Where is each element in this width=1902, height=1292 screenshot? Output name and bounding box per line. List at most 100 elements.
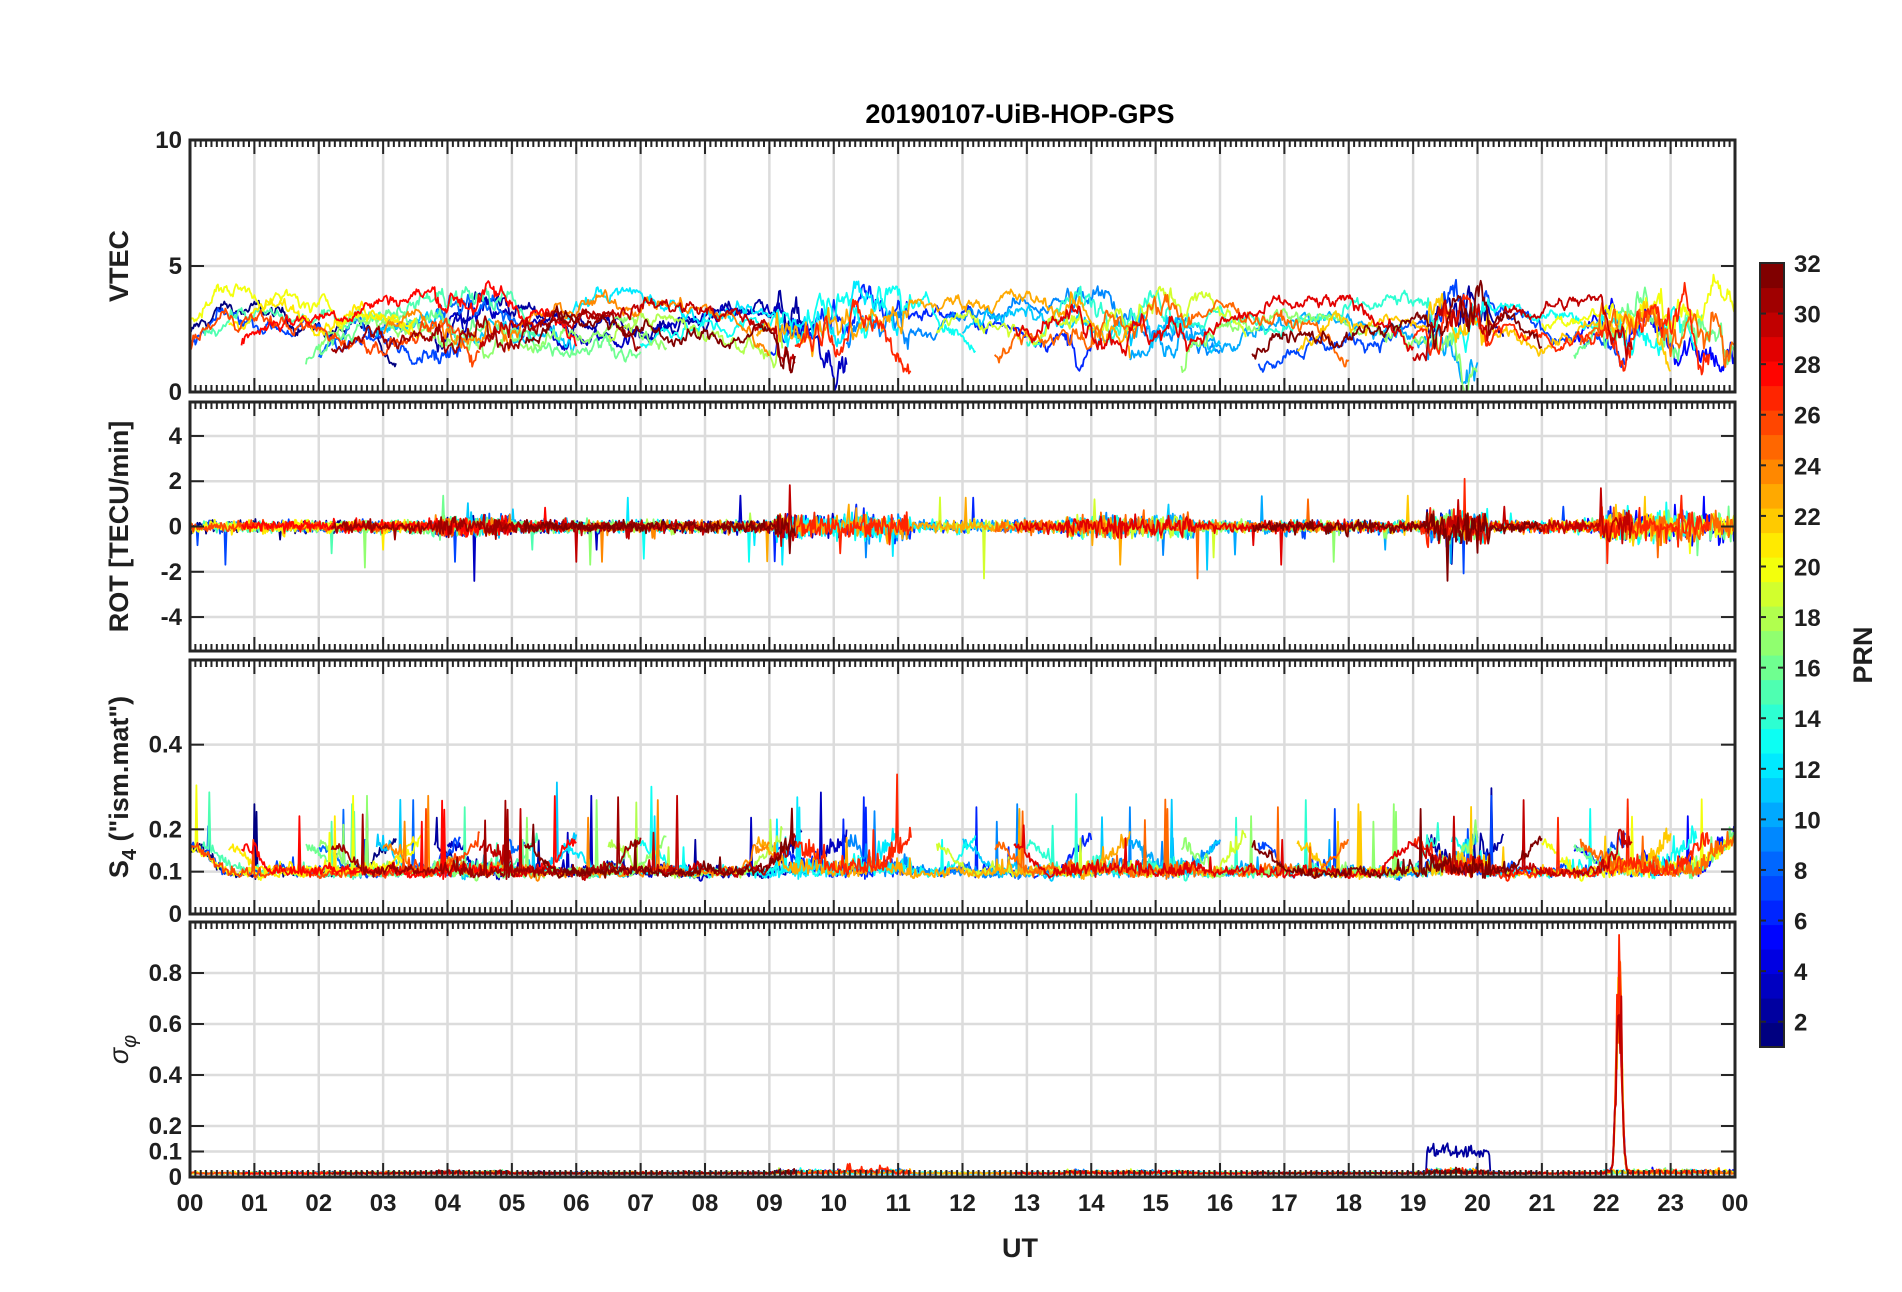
x-tick-label: 21 (1529, 1190, 1556, 1217)
panel-s4: 0 0.1 0.2 0.4 S4 ("ism.mat") (104, 658, 1737, 928)
colorbar-swatch (1760, 826, 1784, 852)
y-axis-label: σφ (104, 1035, 141, 1064)
y-axis-label-main: S (104, 860, 134, 878)
x-tick-label: 08 (692, 1190, 719, 1217)
x-tick-label: 03 (370, 1190, 397, 1217)
x-tick-label: 00 (1722, 1190, 1749, 1217)
series-line-prn-32 (524, 1168, 796, 1175)
y-axis-label: S4 ("ism.mat") (104, 696, 141, 878)
y-tick-label: 0 (169, 379, 182, 406)
y-tick-label: -2 (161, 559, 182, 586)
panel-vtec: 0 5 10 VTEC (104, 127, 1737, 406)
colorbar-swatch (1760, 263, 1784, 289)
colorbar-swatch (1760, 385, 1784, 411)
colorbar-swatch (1760, 753, 1784, 779)
colorbar-swatch (1760, 483, 1784, 509)
series-line-prn-31 (330, 796, 642, 880)
panel-rot: -4 -2 0 2 4 ROT [TECU/min] (104, 400, 1737, 653)
series-line-prn-25 (1579, 830, 1735, 877)
colorbar-swatch (1760, 704, 1784, 730)
colorbar-swatch (1760, 679, 1784, 705)
x-tick-label: 15 (1142, 1190, 1169, 1217)
panel-sigma: 00.10.2 0.4 0.6 0.8 σφ (104, 920, 1737, 1191)
colorbar-tick-label: 24 (1794, 453, 1821, 480)
x-tick-label: 12 (949, 1190, 976, 1217)
series-line-prn-13 (1450, 298, 1698, 357)
colorbar-swatch (1760, 924, 1784, 950)
x-tick-label: 10 (820, 1190, 847, 1217)
series-line-prn-24 (382, 289, 770, 357)
x-tick-label: 19 (1400, 1190, 1427, 1217)
colorbar-swatch (1760, 459, 1784, 485)
series-line-prn-32 (1251, 808, 1543, 879)
y-tick-label: 4 (169, 423, 183, 450)
colorbar-tick-label: 10 (1794, 807, 1821, 834)
y-tick-label: 2 (169, 468, 182, 495)
x-tick-label: 13 (1014, 1190, 1041, 1217)
series-line-prn-1 (190, 299, 397, 368)
colorbar-swatch (1760, 312, 1784, 338)
x-tick-label: 09 (756, 1190, 783, 1217)
series-line-prn-28 (240, 280, 578, 347)
x-tick-label: 02 (305, 1190, 332, 1217)
series-line-prn-32 (1251, 279, 1542, 360)
series-line-prn-12 (562, 280, 899, 348)
y-axis-label: VTEC (104, 230, 134, 302)
x-tick-label: 14 (1078, 1190, 1105, 1217)
colorbar-tick-label: 6 (1794, 909, 1807, 936)
panel-grid (190, 140, 1735, 392)
colorbar-swatch (1760, 434, 1784, 460)
colorbar-tick-label: 12 (1794, 757, 1821, 784)
colorbar-tick-label: 2 (1794, 1010, 1807, 1037)
series-line-prn-7 (190, 307, 462, 366)
colorbar-swatch (1760, 361, 1784, 387)
series-line-prn-27 (794, 298, 912, 375)
colorbar-swatch (1760, 728, 1784, 754)
colorbar-swatch (1760, 630, 1784, 656)
y-axis-label: ROT [TECU/min] (104, 421, 134, 632)
y-tick-label: 0.6 (149, 1011, 182, 1038)
y-tick-label: 0.2 (149, 816, 182, 843)
chart-title: 20190107-UiB-HOP-GPS (865, 99, 1174, 129)
panel-traces (190, 773, 1735, 882)
y-tick-label: 0 (169, 1164, 182, 1191)
colorbar-swatch (1760, 949, 1784, 975)
x-tick-label: 20 (1464, 1190, 1491, 1217)
colorbar-tick-label: 26 (1794, 403, 1821, 430)
y-axis-label-sub: 4 (119, 848, 141, 860)
colorbar-tick-label: 22 (1794, 504, 1821, 531)
colorbar-tick-label: 18 (1794, 605, 1821, 632)
y-tick-label: 0 (169, 514, 182, 541)
series-line-prn-32 (523, 807, 796, 879)
y-axis-label-rest: ("ism.mat") (104, 696, 134, 849)
colorbar-swatch (1760, 581, 1784, 607)
y-tick-label: -4 (161, 604, 183, 631)
colorbar-swatch (1760, 998, 1784, 1024)
colorbar-swatch (1760, 851, 1784, 877)
x-tick-label: 18 (1335, 1190, 1362, 1217)
y-tick-label: 0.4 (149, 1062, 183, 1089)
series-line-prn-29 (1013, 293, 1414, 357)
y-tick-label: 0.8 (149, 960, 182, 987)
colorbar-tick-label: 32 (1794, 251, 1821, 278)
colorbar-tick-label: 14 (1794, 706, 1821, 733)
colorbar-tick-label: 20 (1794, 554, 1821, 581)
series-line-prn-25 (993, 293, 1350, 368)
panel-ticks (189, 139, 1736, 393)
colorbar-swatch (1760, 973, 1784, 999)
colorbar-swatch (1760, 287, 1784, 313)
series-line-prn-28 (240, 795, 577, 880)
colorbar-swatch (1760, 508, 1784, 534)
colorbar-tick-label: 30 (1794, 302, 1821, 329)
x-tick-label: 04 (434, 1190, 461, 1217)
series-line-prn-30 (1412, 799, 1633, 879)
colorbar-swatch (1760, 1022, 1784, 1048)
y-tick-label: 0.1 (149, 1139, 182, 1166)
x-tick-label: 01 (241, 1190, 268, 1217)
panel-ticks (189, 922, 1736, 1178)
x-tick-label: 00 (177, 1190, 204, 1217)
colorbar-tick-label: 28 (1794, 352, 1821, 379)
